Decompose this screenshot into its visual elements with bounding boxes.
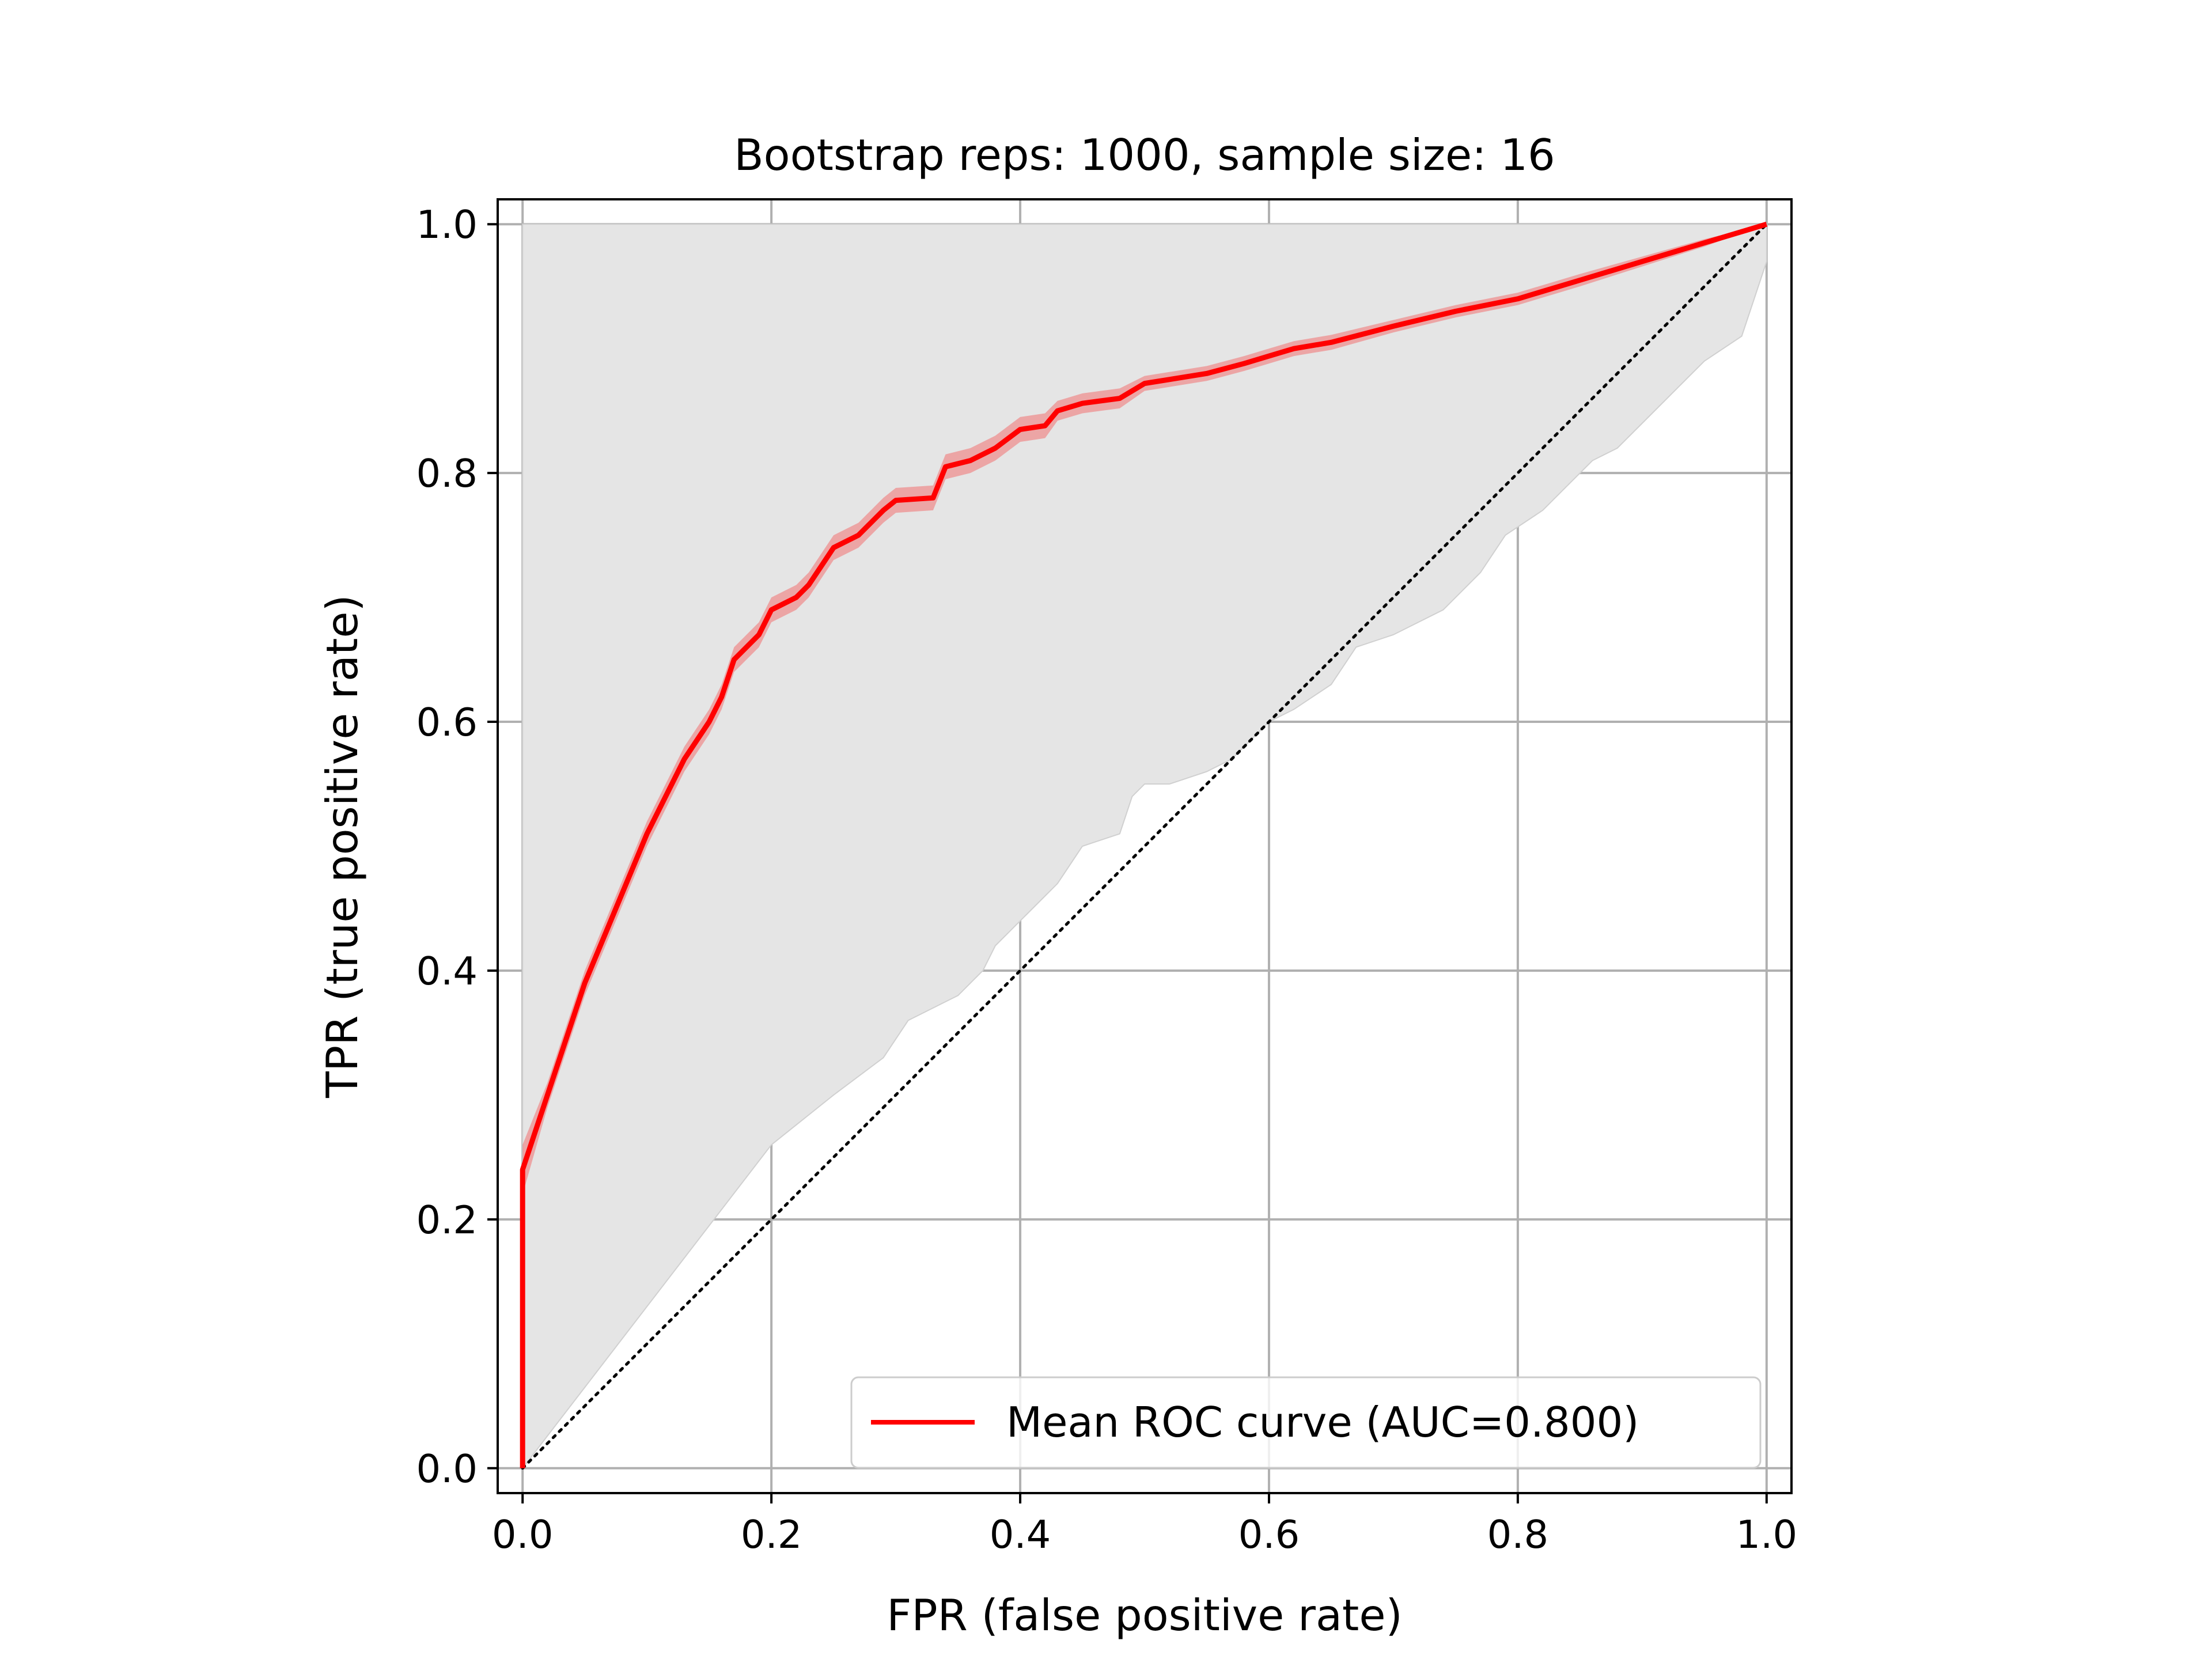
y-tick-label: 0.8 — [416, 451, 478, 496]
y-tick-label: 0.2 — [416, 1198, 478, 1243]
y-axis-label: TPR (true positive rate) — [317, 594, 368, 1099]
x-tick-label: 0.0 — [492, 1512, 554, 1557]
x-tick-label: 0.8 — [1487, 1512, 1549, 1557]
series-lines — [520, 221, 1768, 1468]
x-axis-label: FPR (false positive rate) — [887, 1590, 1402, 1641]
legend: Mean ROC curve (AUC=0.800) — [850, 1376, 1762, 1469]
ci-band-area — [522, 224, 1767, 1470]
y-tick-label: 0.6 — [416, 700, 478, 745]
series-band — [522, 224, 1767, 1468]
mean-roc-line — [520, 221, 1768, 1468]
y-tick-label: 0.0 — [416, 1446, 478, 1491]
y-tick-label: 0.4 — [416, 949, 478, 994]
x-tick-label: 0.6 — [1238, 1512, 1300, 1557]
chart-title: Bootstrap reps: 1000, sample size: 16 — [734, 130, 1555, 180]
x-tick-label: 0.4 — [990, 1512, 1051, 1557]
diagonal-line — [521, 222, 1768, 1470]
y-ticks: 0.0 0.2 0.4 0.6 0.8 1.0 — [416, 202, 498, 1491]
plot-frame — [497, 198, 1793, 1494]
series-band-area — [522, 224, 1767, 1468]
ci-band — [522, 224, 1767, 1470]
legend-box — [850, 1376, 1762, 1469]
x-tick-label: 1.0 — [1736, 1512, 1798, 1557]
legend-label: Mean ROC curve (AUC=0.800) — [1006, 1398, 1639, 1446]
x-tick-label: 0.2 — [741, 1512, 802, 1557]
diagonal-reference — [521, 222, 1768, 1470]
x-ticks: 0.0 0.2 0.4 0.6 0.8 1.0 — [492, 1493, 1797, 1557]
y-tick-label: 1.0 — [416, 202, 478, 247]
